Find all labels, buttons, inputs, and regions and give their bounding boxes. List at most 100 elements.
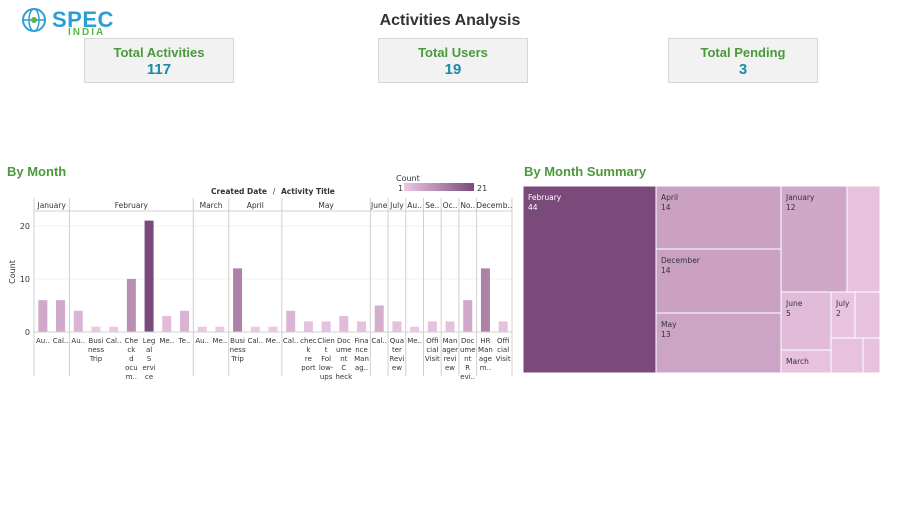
kpi-label: Total Activities [113,45,205,60]
x-tick-label: Qua ter Revi ew [389,337,404,372]
logo: SPEC INDIA [20,5,120,38]
treemap-value: 5 [786,309,791,318]
bar[interactable] [321,321,331,332]
treemap-label: April [661,193,678,202]
x-tick-label: Cal.. [53,337,69,345]
bar[interactable] [339,316,349,332]
x-tick-label: Cal.. [371,337,387,345]
kpi-card-total-pending: Total Pending 3 [668,38,818,83]
x-tick-label: Au.. [195,337,209,345]
x-tick-label: Clien t Fol low-ups [317,337,335,381]
kpi-card-total-activities: Total Activities 117 [84,38,234,83]
legend-min: 1 [398,184,403,193]
legend-max: 21 [477,184,487,193]
x-tick-label: Cal.. [248,337,264,345]
kpi-value: 3 [738,61,748,78]
month-header-label: Se.. [425,201,439,210]
by-month-title: By Month [7,164,67,179]
bar[interactable] [498,321,508,332]
x-tick-label: Te.. [178,337,191,345]
header-label-created-date: Created Date [211,187,267,196]
month-header-label: May [318,201,334,210]
x-tick-label: Fina nce Man ag.. [354,337,369,372]
month-header-label: Oc.. [443,201,458,210]
by-month-summary-title: By Month Summary [524,164,647,179]
bar[interactable] [463,300,473,332]
bar[interactable] [144,220,154,332]
treemap-cell[interactable] [862,337,881,374]
bar[interactable] [73,310,83,332]
x-tick-label: Cal.. [106,337,122,345]
treemap-label: May [661,320,677,329]
y-tick-label: 20 [20,222,30,231]
kpi-label: Total Users [418,45,488,60]
x-tick-label: chec k re port [300,337,317,372]
bar[interactable] [410,326,420,332]
treemap-value: 44 [528,203,538,212]
month-header-label: No.. [460,201,475,210]
bar[interactable] [162,316,172,332]
logo-text: SPEC [52,7,114,32]
month-header-label: Decemb.. [476,201,512,210]
header-label-separator: / [273,187,276,196]
bar[interactable] [480,268,490,332]
treemap-cell[interactable] [655,186,782,250]
bar[interactable] [109,326,119,332]
bar[interactable] [38,300,48,332]
x-tick-label: Au.. [36,337,50,345]
x-tick-label: Offi cial Visit [425,337,440,363]
month-header-label: March [200,201,223,210]
treemap-cell[interactable] [523,186,657,374]
treemap-cell[interactable] [655,312,782,374]
bar[interactable] [56,300,66,332]
bar[interactable] [91,326,101,332]
x-tick-label: Busi ness Trip [88,337,104,363]
kpi-value: 19 [444,61,462,78]
treemap-cell[interactable] [830,337,864,374]
month-header-label: February [115,201,149,210]
x-tick-label: Man ager revi ew [442,337,458,372]
x-tick-label: HR Man age m.. [478,337,493,372]
bar[interactable] [374,305,384,332]
bar[interactable] [357,321,367,332]
bar[interactable] [179,310,189,332]
header-label-activity-title: Activity Title [281,187,335,196]
treemap-label: June [785,299,803,308]
treemap-label: July [835,299,850,308]
month-header-label: July [389,201,404,210]
bar[interactable] [268,326,278,332]
logo-subtext: INDIA [68,27,106,38]
x-tick-label: Me.. [407,337,422,345]
bar[interactable] [215,326,225,332]
bar[interactable] [233,268,243,332]
treemap-value: 2 [836,309,841,318]
bar[interactable] [392,321,402,332]
treemap-cell[interactable] [854,291,881,339]
treemap-value: 14 [661,203,671,212]
treemap-cell[interactable] [846,186,881,293]
x-tick-label: Busi ness Trip [230,337,246,363]
kpi-card-total-users: Total Users 19 [378,38,528,83]
month-header-label: April [247,201,264,210]
bar[interactable] [250,326,260,332]
treemap-cell[interactable] [830,291,856,339]
x-tick-label: Cal.. [283,337,299,345]
bar[interactable] [286,310,296,332]
y-tick-label: 10 [20,275,30,284]
bar[interactable] [303,321,313,332]
bar[interactable] [445,321,455,332]
x-tick-label: Au.. [71,337,85,345]
bar[interactable] [427,321,437,332]
month-header-label: Au.. [407,201,422,210]
treemap-label: March [786,357,809,366]
x-tick-label: Che ck d ocu m.. [125,337,139,381]
x-tick-label: Me.. [159,337,174,345]
treemap-value: 14 [661,266,671,275]
treemap-cell[interactable] [780,186,848,293]
bar[interactable] [197,326,207,332]
bar[interactable] [126,278,136,332]
x-tick-label: Offi cial Visit [496,337,511,363]
